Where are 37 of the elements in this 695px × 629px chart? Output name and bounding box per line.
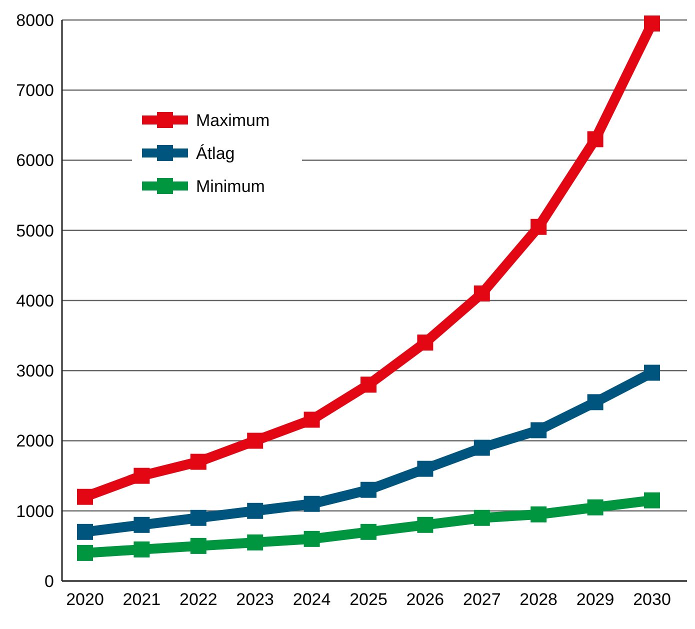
y-tick-label: 6000: [16, 151, 54, 170]
x-tick-label: 2022: [179, 590, 218, 609]
x-tick-label: 2030: [633, 590, 671, 609]
y-tick-label: 5000: [16, 221, 54, 240]
x-tick-label: 2028: [520, 590, 558, 609]
point: [77, 524, 93, 540]
point: [77, 544, 93, 561]
point: [644, 364, 660, 381]
y-tick-label: 1000: [16, 502, 54, 521]
point: [530, 218, 547, 235]
point: [644, 492, 660, 508]
point: [587, 394, 604, 410]
y-tick-label: 7000: [16, 81, 54, 100]
point: [304, 412, 320, 428]
x-tick-label: 2027: [462, 590, 501, 609]
x-tick-label: 2023: [236, 590, 274, 609]
legend-label: Maximum: [196, 110, 270, 130]
y-tick-label: 8000: [16, 10, 54, 30]
y-tick-label: 3000: [16, 362, 54, 381]
x-tick-label: 2026: [406, 590, 444, 609]
point: [474, 285, 490, 302]
point: [360, 376, 376, 393]
x-tick-label: 2029: [576, 590, 614, 609]
y-tick-label: 4000: [16, 291, 54, 310]
legend-label: Minimum: [196, 176, 265, 196]
point: [644, 16, 660, 32]
point: [530, 422, 547, 438]
legend-label: Átlag: [196, 144, 235, 163]
x-tick-label: 2021: [122, 590, 161, 609]
x-tick-label: 2024: [292, 590, 331, 609]
point: [77, 488, 93, 505]
y-tick-label: 0: [44, 572, 54, 591]
y-tick-label: 2000: [16, 432, 54, 451]
x-tick-label: 2025: [350, 590, 388, 609]
x-tick-label: 2020: [66, 590, 104, 609]
point: [417, 334, 434, 351]
point: [587, 131, 604, 148]
